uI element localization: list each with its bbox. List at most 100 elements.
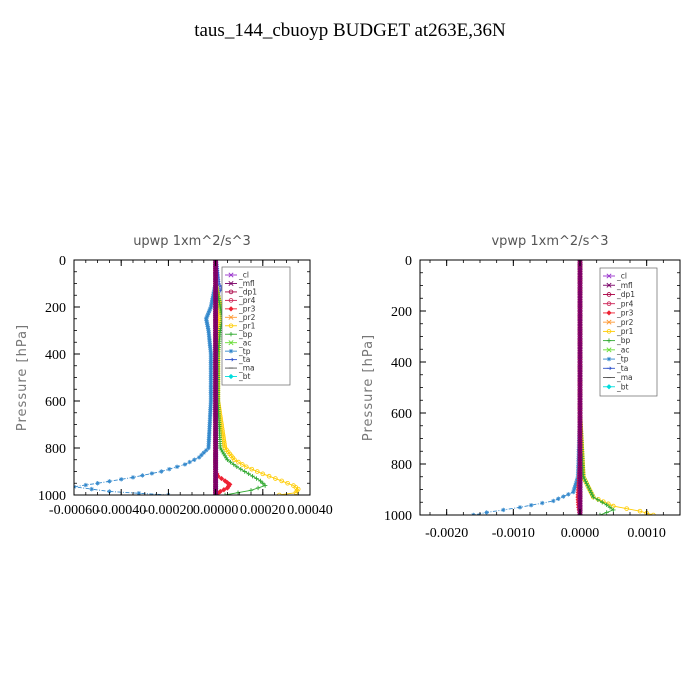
legend-item-bt: _bt: [225, 372, 251, 381]
legend-item-pr4: _pr4: [603, 299, 634, 308]
x-tick-label: 0.00040: [287, 503, 333, 518]
y-axis-label: Pressure [hPa]: [361, 334, 376, 441]
legend-marker: [228, 306, 234, 312]
y-tick-label: 600: [391, 407, 412, 422]
data-point: [583, 479, 588, 484]
x-tick-label: 0.0000: [561, 526, 600, 541]
legend-marker: [228, 298, 234, 303]
data-point: [595, 497, 600, 502]
data-point: [205, 312, 210, 318]
y-tick-label: 1000: [38, 489, 66, 504]
legend-item-pr2: _pr2: [603, 318, 634, 327]
legend-marker: [606, 273, 612, 279]
data-point: [199, 452, 204, 458]
data-point: [587, 488, 593, 493]
legend-label: _bt: [238, 372, 251, 381]
y-tick-label: 800: [391, 458, 412, 473]
legend-label: _pr4: [616, 299, 634, 308]
data-point: [107, 479, 112, 484]
data-point: [222, 492, 228, 495]
data-point: [540, 500, 545, 506]
data-point: [279, 478, 284, 484]
legend-marker: [606, 347, 612, 353]
legend-label: _ac: [616, 345, 629, 354]
legend: _cl_mfl_dp1_pr4_pr3_pr2_pr1_bp_ac_tp_ta_…: [221, 266, 291, 386]
data-point: [254, 476, 259, 481]
x-tick-label: -0.00020: [143, 503, 193, 518]
data-point: [600, 500, 605, 505]
data-point: [234, 464, 240, 469]
data-point: [218, 475, 225, 482]
data-point: [213, 492, 219, 495]
data-point: [250, 474, 255, 479]
legend-label: _pr2: [238, 313, 256, 322]
data-point: [201, 450, 206, 455]
legend-marker: [606, 310, 612, 316]
data-point: [571, 487, 577, 493]
legend-label: _dp1: [238, 288, 257, 297]
data-point: [203, 448, 209, 453]
data-point: [206, 310, 211, 316]
data-point: [254, 469, 260, 474]
legend-label: _tp: [238, 347, 251, 356]
data-point: [228, 459, 233, 465]
data-point: [221, 487, 227, 493]
y-tick-label: 1000: [384, 509, 412, 524]
y-tick-label: 200: [391, 305, 412, 320]
data-point: [517, 505, 523, 510]
legend-label: _ta: [238, 355, 250, 364]
legend-item-ma: _ma: [603, 373, 633, 382]
data-point: [231, 462, 236, 467]
series-mfl: [213, 260, 219, 495]
data-point: [238, 466, 243, 472]
legend-label: _pr1: [616, 327, 634, 336]
data-point: [624, 506, 629, 511]
data-point: [130, 475, 136, 480]
data-point: [196, 455, 202, 460]
data-point: [574, 478, 579, 484]
data-point: [107, 489, 112, 494]
legend-item-cl: _cl: [225, 271, 249, 280]
legend-item-tp: _tp: [225, 347, 251, 356]
legend-item-ta: _ta: [603, 364, 628, 373]
legend-label: _ma: [238, 364, 255, 373]
data-point: [83, 482, 88, 488]
legend-marker: [228, 373, 234, 380]
x-tick-label: -0.0010: [492, 526, 535, 541]
legend-marker: [228, 314, 234, 320]
chart-panel-2: vpwp 1xm^2/s^3 Pressure [hPa] 0 200 400 600 80…: [361, 234, 681, 541]
data-point: [166, 466, 172, 472]
data-point: [222, 443, 228, 449]
legend-item-ac: _ac: [225, 338, 251, 347]
y-tick-label: 600: [45, 395, 66, 410]
x-tick-label: 0.00020: [240, 503, 286, 518]
data-point: [556, 496, 561, 501]
data-point: [590, 492, 595, 498]
legend-label: _cl: [616, 272, 627, 281]
legend-label: _pr2: [616, 318, 634, 327]
legend-item-ma: _ma: [225, 364, 255, 373]
legend-marker: [228, 272, 234, 278]
series-tp: [471, 260, 583, 515]
y-tick-label: 400: [391, 356, 412, 371]
data-point: [187, 459, 192, 465]
data-point: [209, 298, 215, 303]
x-tick-label: -0.00040: [96, 503, 146, 518]
data-point: [243, 464, 249, 470]
data-point: [277, 492, 282, 495]
data-point: [208, 304, 214, 310]
legend-item-mfl: _mfl: [603, 281, 633, 290]
legend-marker: [228, 348, 234, 354]
plot-area: [74, 260, 301, 495]
plot-area: [471, 260, 656, 515]
data-point: [159, 469, 164, 474]
legend-item-dp1: _dp1: [225, 288, 257, 297]
data-point: [591, 494, 596, 500]
data-point: [566, 492, 571, 497]
legend-marker: [228, 357, 234, 362]
legend-label: _ma: [616, 373, 633, 382]
legend-marker: [606, 384, 612, 390]
series-line: [473, 260, 581, 515]
data-point: [207, 308, 212, 314]
